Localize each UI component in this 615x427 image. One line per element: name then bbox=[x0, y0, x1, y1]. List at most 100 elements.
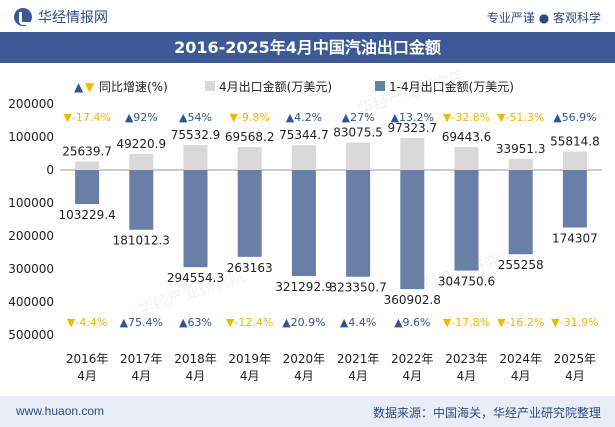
chart-title: 2016-2025年4月中国汽油出口金额 bbox=[174, 38, 441, 57]
x-tick-label: 2021年 bbox=[337, 352, 380, 366]
april-growth-label: ▲56.9% bbox=[553, 111, 596, 124]
april-growth-label: ▲27% bbox=[342, 111, 375, 124]
y-tick-label: 100000 bbox=[8, 130, 54, 144]
logo-icon bbox=[14, 8, 32, 26]
april-bar bbox=[291, 145, 316, 170]
april-value-label: 97323.7 bbox=[387, 121, 437, 135]
ytd-value-label: 174307 bbox=[552, 232, 598, 246]
website-link[interactable]: www.huaon.com bbox=[16, 404, 105, 418]
x-tick-label: 4月 bbox=[294, 369, 314, 383]
y-tick-label: 500000 bbox=[8, 328, 54, 342]
top-bar: 华经情报网 专业严谨 ● 客观科学 bbox=[0, 0, 615, 32]
x-tick-label: 4月 bbox=[77, 369, 97, 383]
april-value-label: 49220.9 bbox=[116, 137, 166, 151]
april-value-label: 83075.5 bbox=[333, 126, 383, 140]
ytd-value-label: 181012.3 bbox=[113, 234, 170, 248]
ytd-bar bbox=[183, 170, 208, 268]
ytd-value-label: 304750.6 bbox=[438, 275, 495, 289]
y-tick-label: 0 bbox=[46, 163, 54, 177]
ytd-bar bbox=[400, 170, 425, 290]
ytd-bar bbox=[562, 170, 587, 228]
slogan: 专业严谨 ● 客观科学 bbox=[486, 11, 601, 25]
ytd-growth-label: ▼-16.2% bbox=[497, 316, 544, 329]
y-tick-label: 200000 bbox=[8, 229, 54, 243]
ytd-value-label: 294554.3 bbox=[167, 271, 224, 285]
x-tick-label: 4月 bbox=[565, 369, 585, 383]
ytd-growth-label: ▲75.4% bbox=[120, 316, 163, 329]
ytd-bar bbox=[75, 170, 100, 205]
april-growth-label: ▼-9.8% bbox=[230, 111, 270, 124]
legend-april-label: 4月出口金额(万美元) bbox=[219, 79, 332, 94]
x-tick-label: 4月 bbox=[348, 369, 368, 383]
x-tick-label: 2020年 bbox=[283, 352, 326, 366]
x-tick-label: 2019年 bbox=[228, 352, 271, 366]
y-tick-label: 100000 bbox=[8, 196, 54, 210]
legend-april-swatch bbox=[205, 81, 215, 91]
ytd-value-label: 255258 bbox=[498, 258, 544, 272]
logo: 华经情报网 bbox=[14, 7, 108, 27]
x-tick-label: 4月 bbox=[131, 369, 151, 383]
april-bar bbox=[508, 158, 533, 170]
x-tick-label: 4月 bbox=[186, 369, 206, 383]
logo-text: 华经情报网 bbox=[38, 10, 108, 26]
april-bar bbox=[562, 151, 587, 170]
april-value-label: 75532.9 bbox=[171, 128, 221, 142]
x-tick-label: 2018年 bbox=[174, 352, 217, 366]
ytd-bar bbox=[237, 170, 262, 257]
april-bar bbox=[129, 153, 154, 170]
x-tick-label: 4月 bbox=[240, 369, 260, 383]
ytd-growth-label: ▲63% bbox=[179, 316, 212, 329]
april-growth-label: ▲4.2% bbox=[286, 111, 322, 124]
april-value-label: 55814.8 bbox=[550, 135, 600, 149]
legend-ytd-swatch bbox=[375, 81, 385, 91]
legend-growth-label: 同比增速(%) bbox=[99, 80, 168, 94]
x-tick-label: 2016年 bbox=[66, 352, 109, 366]
april-bar bbox=[400, 137, 425, 170]
april-value-label: 69568.2 bbox=[225, 130, 275, 144]
ytd-growth-label: ▲9.6% bbox=[394, 316, 430, 329]
x-tick-label: 4月 bbox=[457, 369, 477, 383]
ytd-bar bbox=[291, 170, 316, 277]
ytd-growth-label: ▼-12.4% bbox=[226, 316, 273, 329]
x-tick-label: 2024年 bbox=[499, 352, 542, 366]
data-source: 数据来源：中国海关，华经产业研究院整理 bbox=[372, 406, 601, 420]
ytd-growth-label: ▼-31.9% bbox=[551, 316, 598, 329]
april-growth-label: ▲92% bbox=[125, 111, 158, 124]
ytd-growth-label: ▼-17.8% bbox=[443, 316, 490, 329]
ytd-bar bbox=[346, 170, 371, 277]
ytd-value-label: 103229.4 bbox=[58, 208, 115, 222]
april-value-label: 75344.7 bbox=[279, 128, 329, 142]
title-bar: 2016-2025年4月中国汽油出口金额 bbox=[0, 32, 615, 63]
legend-down-icon: ▼ bbox=[85, 80, 95, 94]
april-value-label: 69443.6 bbox=[442, 130, 492, 144]
april-bar bbox=[75, 161, 100, 170]
april-value-label: 25639.7 bbox=[62, 145, 112, 159]
april-growth-label: ▼-51.3% bbox=[497, 111, 544, 124]
x-tick-label: 2017年 bbox=[120, 352, 163, 366]
ytd-value-label: 360902.8 bbox=[384, 293, 441, 307]
ytd-growth-label: ▲20.9% bbox=[282, 316, 325, 329]
april-growth-label: ▲54% bbox=[179, 111, 212, 124]
april-value-label: 33951.3 bbox=[496, 142, 546, 156]
ytd-growth-label: ▲4.4% bbox=[340, 316, 376, 329]
x-tick-label: 4月 bbox=[511, 369, 531, 383]
y-tick-label: 400000 bbox=[8, 295, 54, 309]
ytd-bar bbox=[129, 170, 154, 230]
april-bar bbox=[454, 147, 479, 170]
april-bar bbox=[346, 142, 371, 170]
ytd-bar bbox=[454, 170, 479, 271]
y-tick-label: 300000 bbox=[8, 262, 54, 276]
ytd-value-label: 321292.9 bbox=[275, 280, 332, 294]
april-growth-label: ▲13.2% bbox=[391, 111, 434, 124]
x-tick-label: 2022年 bbox=[391, 352, 434, 366]
ytd-growth-label: ▼-4.4% bbox=[67, 316, 107, 329]
x-tick-label: 4月 bbox=[402, 369, 422, 383]
april-bar bbox=[237, 147, 262, 170]
legend-ytd-label: 1-4月出口金额(万美元) bbox=[389, 79, 514, 94]
april-growth-label: ▼-32.8% bbox=[443, 111, 490, 124]
ytd-value-label: 263163 bbox=[227, 261, 273, 275]
april-growth-label: ▼-17.4% bbox=[63, 111, 110, 124]
y-tick-label: 200000 bbox=[8, 97, 54, 111]
x-tick-label: 2025年 bbox=[554, 352, 597, 366]
